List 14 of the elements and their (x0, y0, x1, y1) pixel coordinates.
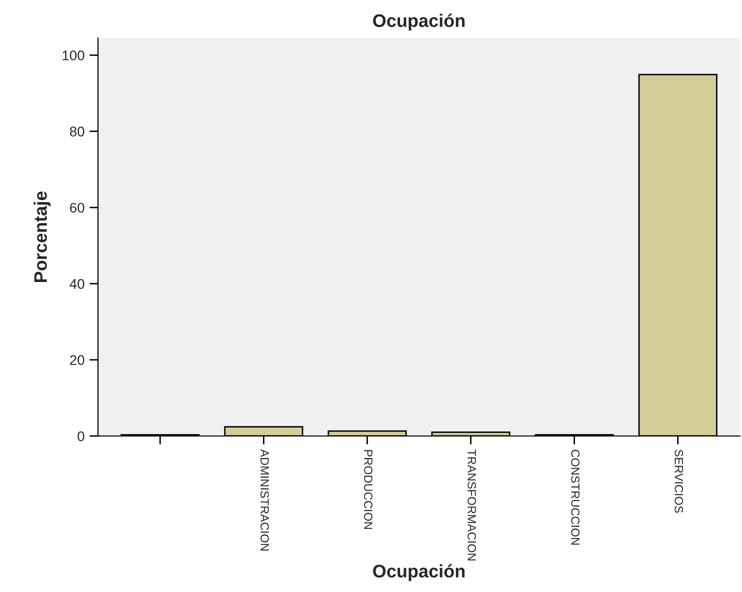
x-tick-label: ADMINISTRACION (260, 449, 269, 551)
x-axis-title: Ocupación (373, 564, 465, 582)
x-tick-label: TRANSFORMACION (468, 449, 476, 560)
y-axis-title: Porcentaje (34, 191, 51, 282)
y-tick-label: 20 (70, 355, 84, 365)
y-tick-label: 0 (78, 431, 84, 442)
x-tick-label: CONSTRUCCION (571, 450, 580, 545)
x-tick-label: PRODUCCION (364, 450, 372, 529)
y-tick-label: 100 (62, 50, 84, 60)
chart-title: Ocupación (373, 14, 465, 31)
y-tick-label: 60 (70, 202, 84, 213)
y-tick-label: 80 (70, 126, 84, 136)
x-tick-label: SERVICIOS (674, 450, 684, 513)
y-tick-label: 40 (70, 278, 84, 289)
